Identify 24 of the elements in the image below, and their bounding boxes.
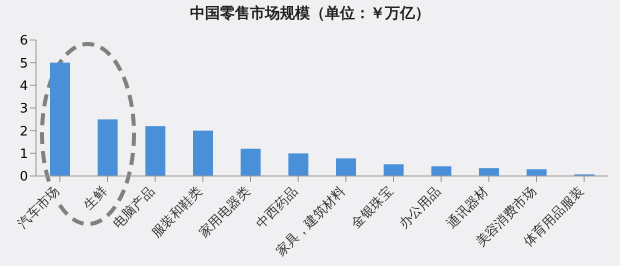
x-tick-label: 金银珠宝 [348, 184, 396, 232]
bar [479, 168, 499, 176]
y-tick-label: 6 [20, 34, 28, 49]
bar [145, 126, 166, 176]
bar [431, 166, 452, 176]
bar [288, 153, 308, 176]
y-tick-label: 5 [20, 56, 28, 72]
y-tick-label: 2 [20, 124, 28, 140]
x-tick-label: 办公用品 [396, 184, 444, 232]
y-tick-label: 4 [20, 78, 28, 94]
bar [336, 158, 356, 176]
y-tick-label: 3 [20, 102, 28, 117]
bar [193, 130, 213, 176]
bar [384, 164, 404, 176]
y-tick-label: 1 [20, 146, 28, 162]
x-tick-label: 汽车市场 [15, 184, 63, 232]
bar [50, 62, 70, 176]
x-tick-label: 生鲜 [81, 184, 110, 214]
chart-title: 中国零售市场规模（单位：￥万亿） [189, 4, 431, 23]
y-tick-label: 0 [20, 170, 28, 185]
x-tick-label: 中西药品 [254, 184, 301, 232]
bar [98, 119, 118, 176]
bar [240, 148, 261, 176]
bar [526, 169, 547, 176]
